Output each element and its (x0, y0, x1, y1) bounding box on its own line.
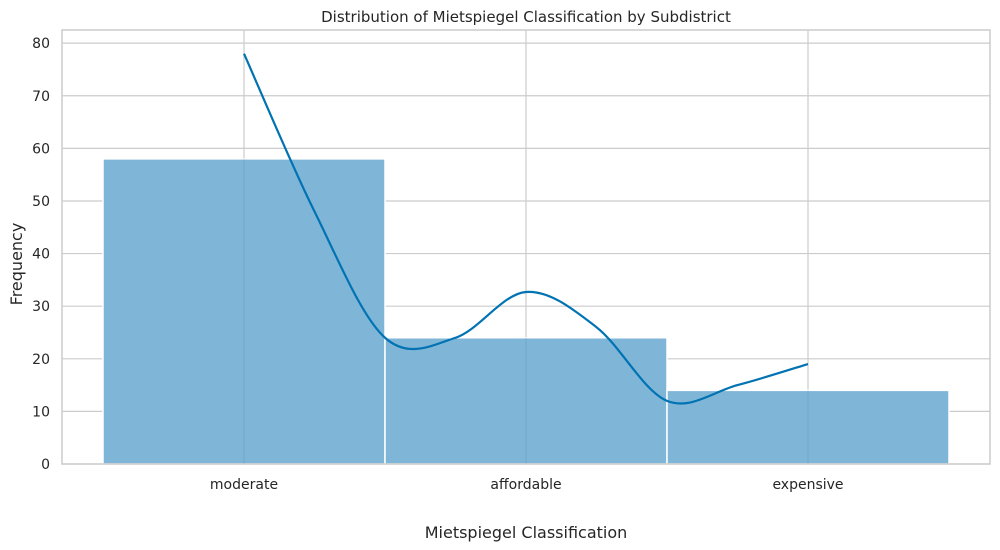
y-tick-label: 70 (32, 89, 50, 105)
chart-title: Distribution of Mietspiegel Classificati… (321, 8, 731, 26)
kde-curve-layer (242, 53, 809, 405)
y-tick-label: 50 (32, 194, 50, 210)
y-tick-labels: 0 10 20 30 40 50 60 70 80 (32, 36, 50, 473)
axes-frame (61, 29, 991, 465)
y-axis-label: Frequency (7, 223, 26, 306)
bar-expensive (666, 389, 950, 465)
x-tick-label-moderate: moderate (210, 477, 278, 493)
kde-curve (242, 53, 809, 405)
x-axis-label: Mietspiegel Classification (425, 523, 628, 542)
y-tick-label: 60 (32, 141, 50, 157)
y-tick-label: 40 (32, 247, 50, 263)
y-tick-label: 0 (41, 457, 50, 473)
y-tick-label: 10 (32, 404, 50, 420)
x-tick-label-expensive: expensive (772, 477, 843, 493)
y-tick-label: 30 (32, 299, 50, 315)
x-tick-labels: moderate affordable expensive (210, 477, 844, 493)
axes-border (61, 29, 991, 465)
y-tick-label: 80 (32, 36, 50, 52)
bar-moderate (102, 158, 386, 465)
x-tick-label-affordable: affordable (490, 477, 561, 493)
y-tick-label: 20 (32, 352, 50, 368)
